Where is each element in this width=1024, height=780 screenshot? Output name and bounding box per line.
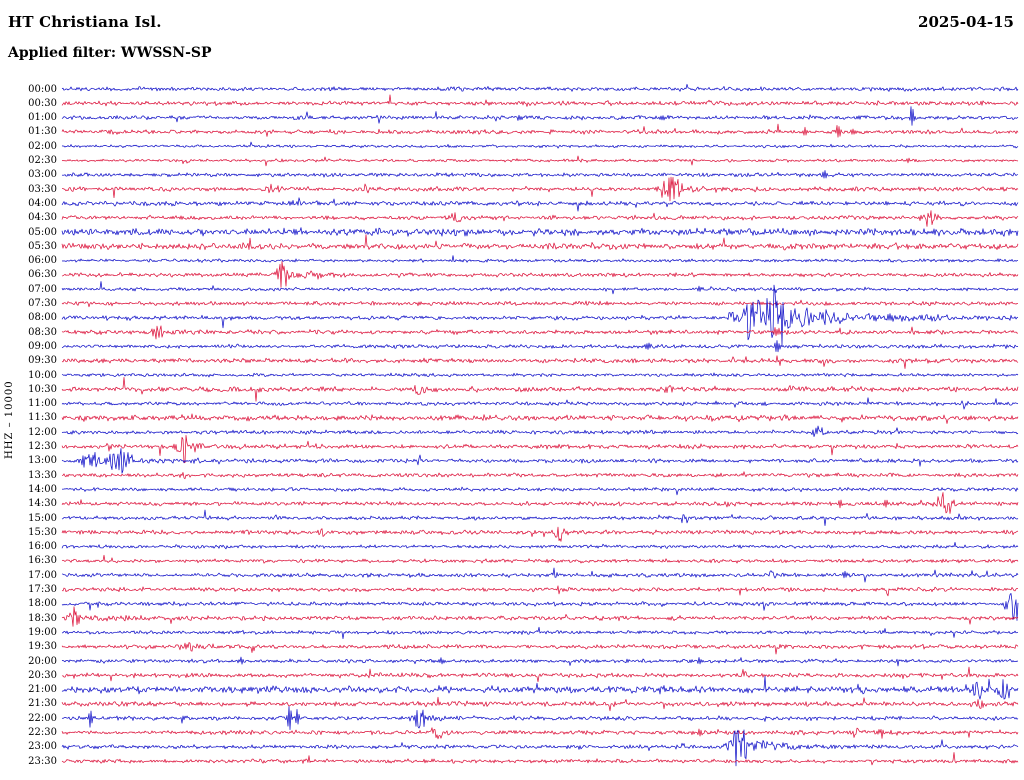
time-label: 20:30 bbox=[28, 669, 57, 681]
time-label: 07:30 bbox=[28, 298, 57, 309]
time-label: 06:30 bbox=[28, 269, 57, 281]
time-label: 16:00 bbox=[28, 541, 57, 553]
time-label: 12:30 bbox=[28, 441, 57, 452]
time-label: 08:00 bbox=[28, 312, 57, 324]
time-label: 10:30 bbox=[28, 383, 57, 395]
time-label: 11:00 bbox=[28, 398, 57, 410]
time-label: 13:30 bbox=[28, 469, 57, 481]
time-label: 21:00 bbox=[28, 684, 57, 696]
time-label: 02:30 bbox=[28, 155, 57, 166]
time-label: 22:30 bbox=[28, 727, 57, 738]
time-label: 09:30 bbox=[28, 355, 57, 367]
time-label: 09:00 bbox=[28, 340, 57, 352]
time-label: 14:00 bbox=[28, 483, 57, 495]
time-label: 20:00 bbox=[28, 655, 57, 667]
time-label: 16:30 bbox=[28, 555, 57, 567]
time-label: 18:30 bbox=[28, 612, 57, 624]
station-title: HT Christiana Isl. bbox=[8, 13, 162, 31]
time-label: 08:30 bbox=[28, 326, 57, 338]
time-label: 23:30 bbox=[28, 755, 57, 767]
time-label: 18:00 bbox=[28, 598, 57, 610]
time-label: 23:00 bbox=[28, 741, 57, 753]
time-label: 19:00 bbox=[28, 626, 57, 638]
time-label: 07:00 bbox=[28, 283, 57, 295]
time-label: 14:30 bbox=[28, 498, 57, 510]
time-label: 19:30 bbox=[28, 641, 57, 653]
time-label: 13:00 bbox=[28, 455, 57, 467]
time-label: 05:30 bbox=[28, 240, 57, 252]
time-label: 10:00 bbox=[28, 369, 57, 381]
time-label: 01:00 bbox=[28, 112, 57, 124]
time-label: 00:30 bbox=[28, 97, 57, 109]
time-label: 15:30 bbox=[28, 526, 57, 538]
time-label: 02:00 bbox=[28, 140, 57, 152]
time-label: 11:30 bbox=[28, 412, 57, 424]
filter-label: Applied filter: WWSSN-SP bbox=[8, 45, 212, 61]
time-label: 04:00 bbox=[28, 197, 57, 209]
time-label: 17:30 bbox=[28, 584, 57, 595]
time-label: 17:00 bbox=[28, 569, 57, 581]
time-label: 21:30 bbox=[28, 698, 57, 710]
time-label: 22:00 bbox=[28, 712, 57, 724]
time-label: 03:30 bbox=[28, 183, 57, 195]
time-label: 04:30 bbox=[28, 212, 57, 224]
time-label: 06:00 bbox=[28, 255, 57, 267]
time-label: 03:00 bbox=[28, 169, 57, 181]
time-label: 00:00 bbox=[28, 83, 57, 95]
time-label: 05:00 bbox=[28, 226, 57, 238]
time-label: 12:00 bbox=[28, 426, 57, 438]
date-label: 2025-04-15 bbox=[918, 13, 1014, 31]
time-label: 01:30 bbox=[28, 126, 57, 138]
time-label: 15:00 bbox=[28, 512, 57, 524]
